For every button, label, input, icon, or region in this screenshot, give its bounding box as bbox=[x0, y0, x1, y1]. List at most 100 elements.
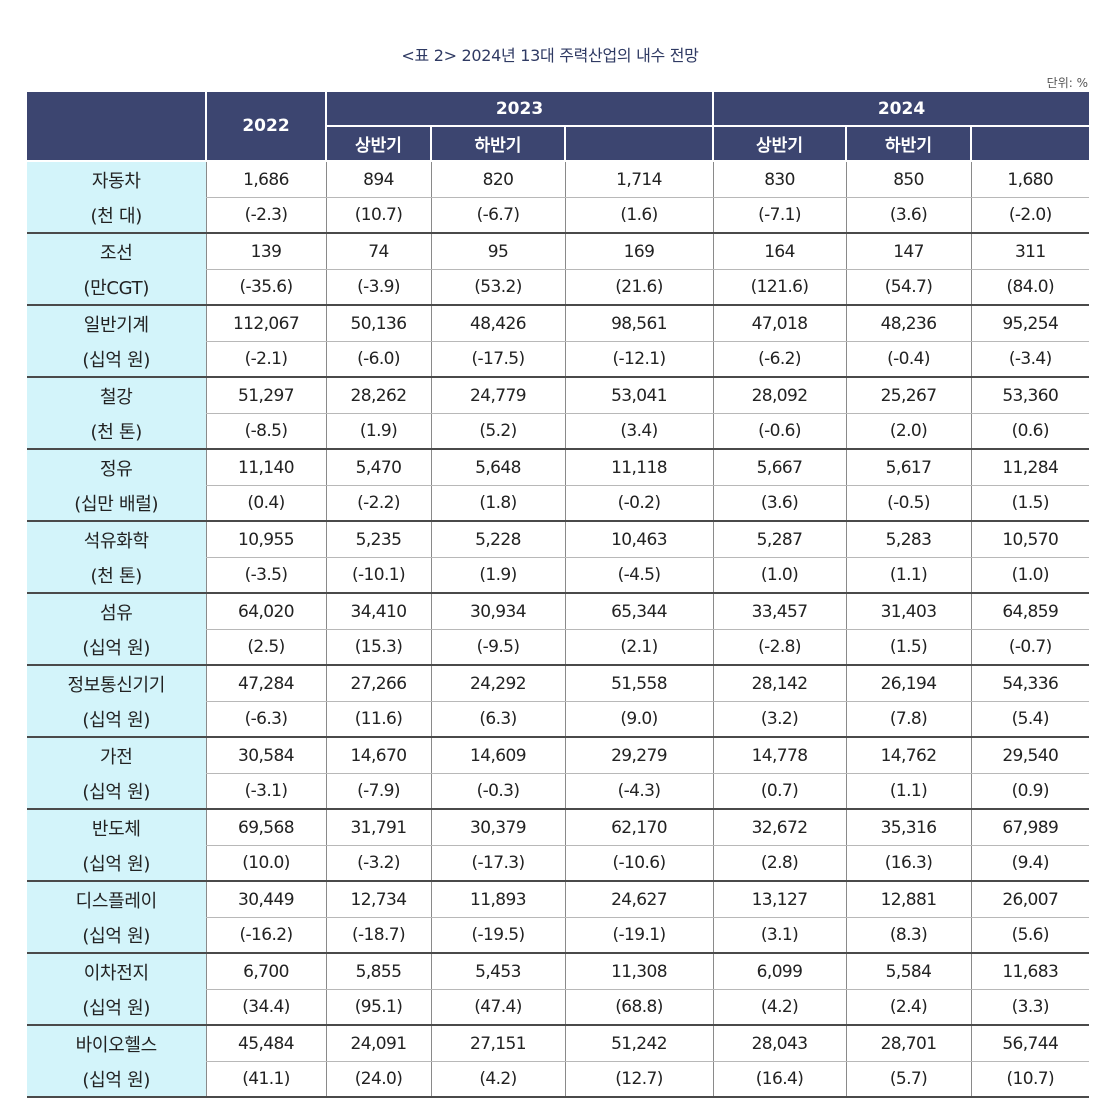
value-cell: 31,403 bbox=[845, 593, 972, 630]
table-row-change: (천 톤) (-8.5) (1.9) (5.2) (3.4) (-0.6) (2.0) (0.… bbox=[27, 413, 1090, 450]
table-row: 바이오헬스 45,484 24,091 27,151 51,242 28,043 28,70… bbox=[27, 1025, 1090, 1062]
industry-unit: (천 대) bbox=[27, 197, 206, 234]
table-row: 정보통신기기 47,284 27,266 24,292 51,558 28,142 26,1… bbox=[27, 665, 1090, 702]
industry-name: 디스플레이 bbox=[27, 881, 206, 918]
value-cell: 11,284 bbox=[970, 449, 1090, 486]
change-cell: (-2.8) bbox=[712, 629, 847, 666]
change-cell: (16.3) bbox=[845, 845, 972, 882]
change-cell: (34.4) bbox=[205, 989, 326, 1026]
value-cell: 95 bbox=[430, 233, 565, 270]
table-row: 정유 11,140 5,470 5,648 11,118 5,667 5,617 11,284 bbox=[27, 449, 1090, 486]
change-cell: (1.8) bbox=[430, 485, 565, 522]
value-cell: 11,308 bbox=[564, 953, 714, 990]
value-cell: 29,279 bbox=[564, 737, 714, 774]
industry-unit: (십억 원) bbox=[27, 1061, 206, 1098]
industry-name: 석유화학 bbox=[27, 521, 206, 558]
table-row-change: (십억 원) (2.5) (15.3) (-9.5) (2.1) (-2.8) (1.5)(… bbox=[27, 629, 1090, 666]
value-cell: 11,893 bbox=[430, 881, 565, 918]
change-cell: (-0.3) bbox=[430, 773, 565, 810]
industry-name: 철강 bbox=[27, 377, 206, 414]
table-row-change: (십억 원) (-2.1) (-6.0) (-17.5) (-12.1) (-6.2) (-… bbox=[27, 341, 1090, 378]
value-cell: 56,744 bbox=[970, 1025, 1090, 1062]
industry-name: 이차전지 bbox=[27, 953, 206, 990]
change-cell: (9.0) bbox=[564, 701, 714, 738]
industry-unit: (십억 원) bbox=[27, 989, 206, 1026]
value-cell: 5,667 bbox=[712, 449, 847, 486]
change-cell: (12.7) bbox=[564, 1061, 714, 1098]
value-cell: 139 bbox=[205, 233, 326, 270]
value-cell: 51,242 bbox=[564, 1025, 714, 1062]
change-cell: (68.8) bbox=[564, 989, 714, 1026]
change-cell: (3.4) bbox=[564, 413, 714, 450]
change-cell: (-6.7) bbox=[430, 197, 565, 234]
value-cell: 5,453 bbox=[430, 953, 565, 990]
value-cell: 28,142 bbox=[712, 665, 847, 702]
value-cell: 5,648 bbox=[430, 449, 565, 486]
value-cell: 12,881 bbox=[845, 881, 972, 918]
change-cell: (-6.2) bbox=[712, 341, 847, 378]
change-cell: (-0.4) bbox=[845, 341, 972, 378]
change-cell: (-9.5) bbox=[430, 629, 565, 666]
value-cell: 5,584 bbox=[845, 953, 972, 990]
change-cell: (-3.1) bbox=[205, 773, 326, 810]
change-cell: (-19.5) bbox=[430, 917, 565, 954]
value-cell: 26,194 bbox=[845, 665, 972, 702]
industry-unit: (십억 원) bbox=[27, 701, 206, 738]
change-cell: (2.8) bbox=[712, 845, 847, 882]
value-cell: 14,609 bbox=[430, 737, 565, 774]
industry-unit: (십억 원) bbox=[27, 773, 206, 810]
change-cell: (0.4) bbox=[205, 485, 326, 522]
header-corner bbox=[27, 90, 207, 162]
table-row-change: (십억 원) (41.1) (24.0) (4.2) (12.7) (16.4) (5.7)… bbox=[27, 1061, 1090, 1098]
table-row-change: (십억 원) (-3.1) (-7.9) (-0.3) (-4.3) (0.7) (1.1)… bbox=[27, 773, 1090, 810]
value-cell: 53,360 bbox=[970, 377, 1090, 414]
table-row: 일반기계 112,067 50,136 48,426 98,561 47,018 48,23… bbox=[27, 305, 1090, 342]
table-row: 자동차 1,686 894 820 1,714 830 850 1,680 bbox=[27, 161, 1090, 198]
change-cell: (-4.3) bbox=[564, 773, 714, 810]
table-row: 석유화학 10,955 5,235 5,228 10,463 5,287 5,283 10,5… bbox=[27, 521, 1090, 558]
change-cell: (-10.6) bbox=[564, 845, 714, 882]
value-cell: 30,934 bbox=[430, 593, 565, 630]
value-cell: 74 bbox=[325, 233, 431, 270]
value-cell: 53,041 bbox=[564, 377, 714, 414]
change-cell: (1.9) bbox=[430, 557, 565, 594]
table-row: 디스플레이 30,449 12,734 11,893 24,627 13,127 12,88… bbox=[27, 881, 1090, 918]
change-cell: (1.1) bbox=[845, 557, 972, 594]
value-cell: 67,989 bbox=[970, 809, 1090, 846]
header-year-2024: 2024 bbox=[712, 90, 1090, 127]
table-row-change: (천 대) (-2.3) (10.7) (-6.7) (1.6) (-7.1) (3.6)(… bbox=[27, 197, 1090, 234]
change-cell: (-0.5) bbox=[845, 485, 972, 522]
industry-unit: (십억 원) bbox=[27, 629, 206, 666]
change-cell: (1.9) bbox=[325, 413, 431, 450]
header-year-2023: 2023 bbox=[324, 90, 715, 127]
value-cell: 24,091 bbox=[325, 1025, 431, 1062]
header-2024-first-half: 상반기 bbox=[712, 125, 848, 162]
value-cell: 48,236 bbox=[845, 305, 972, 342]
table-row-change: (천 톤) (-3.5) (-10.1) (1.9) (-4.5) (1.0) (1.1)(… bbox=[27, 557, 1090, 594]
change-cell: (1.5) bbox=[970, 485, 1090, 522]
value-cell: 26,007 bbox=[970, 881, 1090, 918]
header-2023-first-half: 상반기 bbox=[325, 125, 432, 162]
industry-name: 정보통신기기 bbox=[27, 665, 206, 702]
value-cell: 29,540 bbox=[970, 737, 1090, 774]
value-cell: 24,292 bbox=[430, 665, 565, 702]
change-cell: (-8.5) bbox=[205, 413, 326, 450]
value-cell: 5,855 bbox=[325, 953, 431, 990]
table-row: 섬유 64,020 34,410 30,934 65,344 33,457 31,403 64… bbox=[27, 593, 1090, 630]
value-cell: 30,584 bbox=[205, 737, 326, 774]
change-cell: (10.0) bbox=[205, 845, 326, 882]
value-cell: 894 bbox=[325, 161, 431, 198]
table-row: 조선 139 74 95 169 164 147 311 bbox=[27, 233, 1090, 270]
unit-note: 단위: % bbox=[1046, 76, 1088, 90]
change-cell: (10.7) bbox=[970, 1061, 1090, 1098]
table-row: 철강 51,297 28,262 24,779 53,041 28,092 25,267 53… bbox=[27, 377, 1090, 414]
header-year-2022: 2022 bbox=[205, 90, 327, 162]
change-cell: (2.1) bbox=[564, 629, 714, 666]
value-cell: 1,686 bbox=[205, 161, 326, 198]
change-cell: (5.7) bbox=[845, 1061, 972, 1098]
value-cell: 54,336 bbox=[970, 665, 1090, 702]
value-cell: 11,683 bbox=[970, 953, 1090, 990]
value-cell: 14,670 bbox=[325, 737, 431, 774]
value-cell: 95,254 bbox=[970, 305, 1090, 342]
change-cell: (-12.1) bbox=[564, 341, 714, 378]
